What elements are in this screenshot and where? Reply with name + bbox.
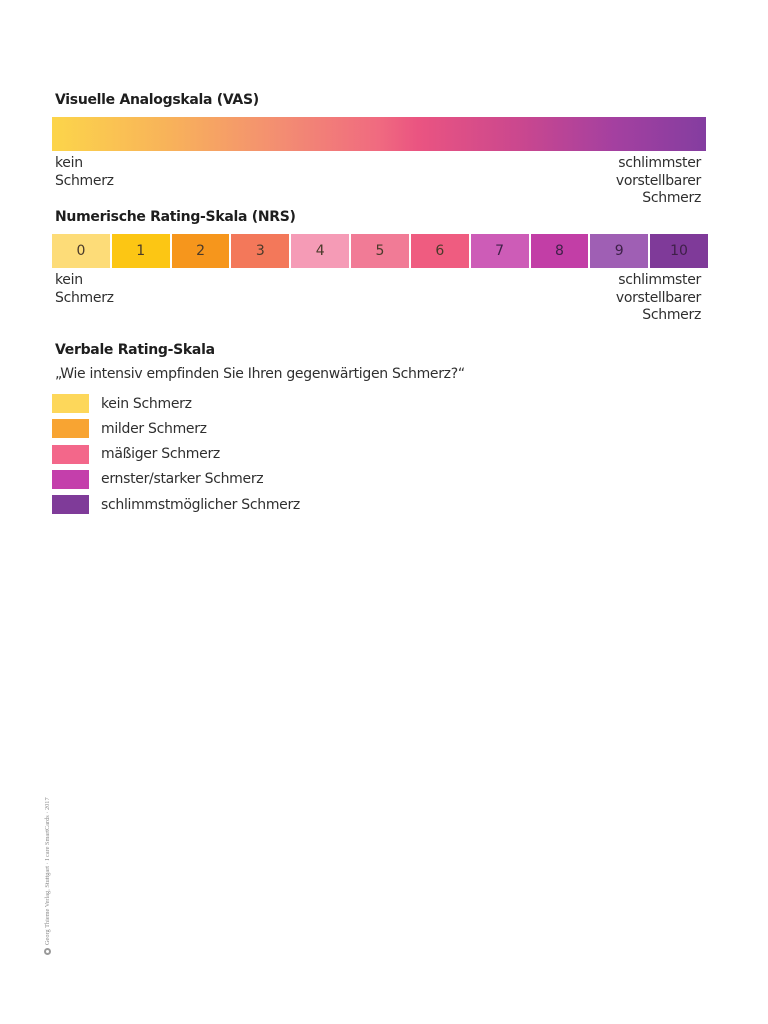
vas-label-no-pain: kein Schmerz [55, 155, 114, 190]
vas-label-right-line: Schmerz [642, 190, 701, 206]
vas-gradient-bar[interactable] [52, 117, 706, 151]
vrs-title: Verbale Rating-Skala [55, 342, 215, 358]
color-swatch [52, 419, 89, 439]
vas-label-right-line: schlimmster [618, 155, 701, 171]
vrs-option-label: kein Schmerz [101, 395, 192, 412]
color-swatch [52, 495, 89, 515]
nrs-cell-9[interactable]: 9 [590, 234, 649, 268]
nrs-label-left-line: kein [55, 272, 83, 288]
copyright-footer: Georg Thieme Verlag, Stuttgart · I care … [44, 797, 51, 955]
nrs-cell-6[interactable]: 6 [410, 234, 469, 268]
vrs-option-no-pain[interactable]: kein Schmerz [52, 394, 300, 413]
vrs-option-label: milder Schmerz [101, 420, 207, 437]
nrs-cell-3[interactable]: 3 [231, 234, 290, 268]
nrs-label-right-line: vorstellbarer [615, 289, 701, 306]
nrs-cell-4[interactable]: 4 [291, 234, 350, 268]
nrs-label-right-line: schlimmster [618, 272, 701, 288]
vrs-option-worst-pain[interactable]: schlimmstmöglicher Schmerz [52, 495, 300, 515]
vrs-option-moderate-pain[interactable]: mäßiger Schmerz [52, 444, 300, 464]
vrs-option-severe-pain[interactable]: ernster/starker Schmerz [52, 469, 300, 489]
nrs-scale: 0 1 2 3 4 5 6 7 8 9 10 [52, 234, 708, 268]
nrs-label-no-pain: kein Schmerz [55, 272, 114, 307]
vas-label-left-line: kein [55, 155, 83, 171]
color-swatch [52, 444, 89, 464]
nrs-label-left-line: Schmerz [55, 289, 114, 306]
vas-label-worst-pain: schlimmster vorstellbarer Schmerz [616, 155, 701, 208]
copyright-text: Georg Thieme Verlag, Stuttgart · I care … [44, 797, 51, 945]
thieme-logo-icon [44, 948, 51, 955]
vas-label-left-line: Schmerz [55, 172, 114, 189]
nrs-cell-0[interactable]: 0 [52, 234, 110, 268]
nrs-cell-8[interactable]: 8 [530, 234, 589, 268]
nrs-label-right-line: Schmerz [642, 307, 701, 323]
nrs-label-worst-pain: schlimmster vorstellbarer Schmerz [616, 272, 701, 325]
color-swatch [52, 469, 89, 489]
vrs-options: kein Schmerz milder Schmerz mäßiger Schm… [52, 394, 300, 520]
vas-label-right-line: vorstellbarer [615, 172, 701, 189]
nrs-title: Numerische Rating-Skala (NRS) [55, 209, 296, 225]
nrs-cell-5[interactable]: 5 [351, 234, 409, 268]
nrs-cell-2[interactable]: 2 [171, 234, 230, 268]
color-swatch [52, 394, 89, 413]
vrs-option-label: ernster/starker Schmerz [101, 471, 264, 488]
nrs-cell-7[interactable]: 7 [470, 234, 529, 268]
nrs-cell-10[interactable]: 10 [650, 234, 708, 268]
vas-title: Visuelle Analogskala (VAS) [55, 92, 259, 108]
nrs-cell-1[interactable]: 1 [111, 234, 170, 268]
vrs-option-label: schlimmstmöglicher Schmerz [101, 496, 300, 513]
vrs-option-label: mäßiger Schmerz [101, 446, 220, 463]
vrs-question: „Wie intensiv empfinden Sie Ihren gegenw… [55, 366, 465, 382]
vrs-option-mild-pain[interactable]: milder Schmerz [52, 419, 300, 439]
